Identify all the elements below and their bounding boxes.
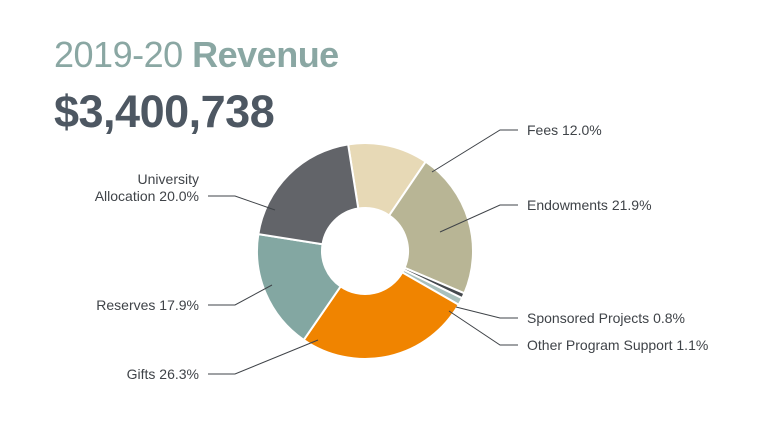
leader-line (439, 204, 518, 233)
donut-slice (257, 143, 360, 246)
total-revenue: $3,400,738 (54, 86, 275, 137)
chart-title: 2019-20 Revenue (54, 34, 339, 76)
slice-label: Fees 12.0% (527, 122, 602, 138)
leader-line (208, 195, 276, 211)
donut-slice (256, 232, 342, 342)
leader-lines (208, 129, 518, 375)
slice-label: University Allocation 20.0% (95, 171, 199, 204)
leader-line (431, 129, 518, 173)
donut-slices (256, 142, 474, 360)
slice-label: Reserves 17.9% (96, 297, 199, 313)
donut-slice (387, 160, 474, 295)
slice-label: Sponsored Projects 0.8% (527, 310, 685, 326)
slice-label: Gifts 26.3% (127, 366, 199, 382)
slice-label: Other Program Support 1.1% (527, 337, 708, 353)
slice-labels: Fees 12.0% Endowments 21.9% Sponsored Proj… (95, 122, 709, 382)
title-year: 2019-20 (54, 34, 183, 75)
leader-line (208, 284, 273, 306)
leader-line (455, 306, 518, 319)
leader-line (208, 339, 319, 375)
title-word: Revenue (192, 34, 339, 75)
slice-label: Endowments 21.9% (527, 197, 652, 213)
donut-slice (302, 271, 461, 360)
leader-line (448, 310, 518, 346)
